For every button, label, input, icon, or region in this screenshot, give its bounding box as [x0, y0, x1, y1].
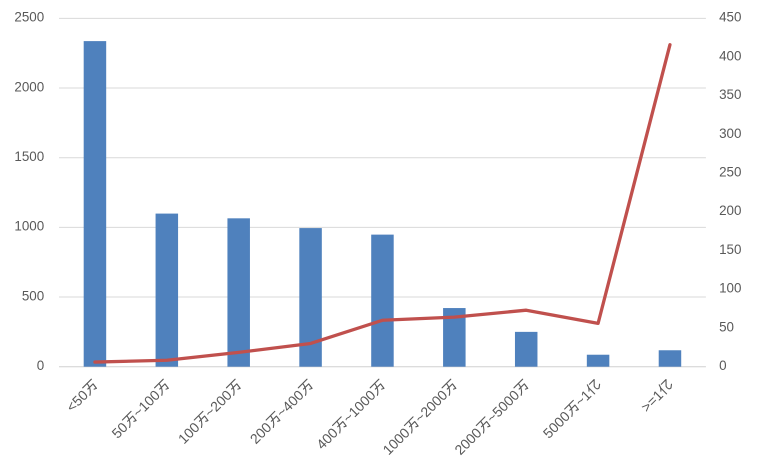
svg-text:350: 350	[719, 87, 741, 102]
svg-text:300: 300	[719, 126, 741, 141]
svg-text:0: 0	[719, 358, 726, 373]
svg-text:400: 400	[719, 48, 741, 63]
svg-text:250: 250	[719, 165, 741, 180]
svg-text:150: 150	[719, 242, 741, 257]
svg-text:200: 200	[719, 203, 741, 218]
svg-text:450: 450	[719, 10, 741, 25]
svg-text:0: 0	[37, 358, 44, 373]
svg-text:100: 100	[719, 281, 741, 296]
svg-text:1500: 1500	[14, 149, 44, 164]
svg-text:500: 500	[22, 288, 44, 303]
svg-text:2500: 2500	[14, 10, 44, 25]
svg-text:1000: 1000	[14, 219, 44, 234]
svg-text:50: 50	[719, 319, 734, 334]
svg-text:2000: 2000	[14, 79, 44, 94]
